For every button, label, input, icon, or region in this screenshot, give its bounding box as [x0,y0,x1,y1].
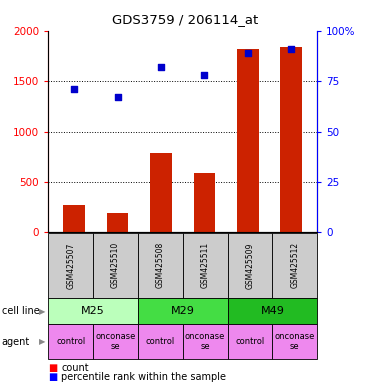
Bar [280,47,302,232]
Text: onconase
se: onconase se [185,332,225,351]
Text: onconase
se: onconase se [95,332,136,351]
Text: control: control [235,337,265,346]
Text: control: control [56,337,85,346]
Text: GSM425509: GSM425509 [246,242,255,288]
Text: count: count [61,363,89,373]
Text: control: control [146,337,175,346]
Text: ■: ■ [48,372,58,382]
Point [71,86,77,92]
Text: ▶: ▶ [39,306,46,316]
Text: M25: M25 [81,306,105,316]
Text: cell line: cell line [2,306,40,316]
Text: percentile rank within the sample: percentile rank within the sample [61,372,226,382]
Bar [107,213,128,232]
Text: GSM425511: GSM425511 [201,242,210,288]
Text: M49: M49 [260,306,284,316]
Bar [194,173,215,232]
Bar [150,153,172,232]
Text: onconase
se: onconase se [275,332,315,351]
Text: GSM425507: GSM425507 [66,242,75,288]
Text: ■: ■ [48,363,58,373]
Text: agent: agent [2,337,30,347]
Text: GSM425512: GSM425512 [290,242,299,288]
Point [158,64,164,70]
Point [245,50,251,56]
Point [115,94,121,100]
Text: GSM425510: GSM425510 [111,242,120,288]
Point [288,46,294,52]
Text: GDS3759 / 206114_at: GDS3759 / 206114_at [112,13,259,26]
Text: GSM425508: GSM425508 [156,242,165,288]
Bar [63,205,85,232]
Text: ▶: ▶ [39,337,46,346]
Text: M29: M29 [171,306,195,316]
Bar [237,49,259,232]
Point [201,72,207,78]
